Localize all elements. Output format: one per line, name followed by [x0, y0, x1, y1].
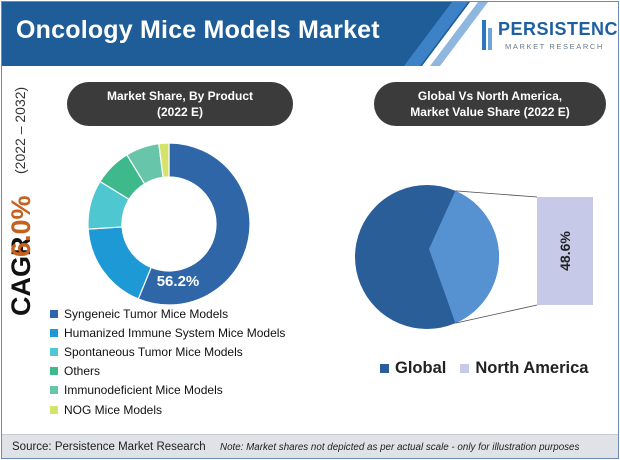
pie-legend-item: Global [380, 359, 446, 378]
legend-swatch [50, 405, 58, 414]
header-banner [2, 2, 488, 66]
left-chart-title: Market Share, By Product (2022 E) [67, 82, 293, 126]
legend-label: Humanized Immune System Mice Models [64, 325, 286, 340]
legend-swatch [50, 347, 58, 356]
pie-legend-label: Global [395, 359, 447, 377]
page-title: Oncology Mice Models Market [16, 16, 380, 44]
header-accent-stripe [404, 2, 468, 66]
legend-swatch [50, 328, 58, 337]
header-accent-stripe-2 [430, 2, 488, 66]
donut-legend: Syngeneic Tumor Mice Models Humanized Imm… [50, 304, 285, 419]
left-chart-title-line2: (2022 E) [156, 105, 204, 119]
right-chart-title-line2: Market Value Share (2022 E) [410, 105, 570, 119]
legend-label: Others [64, 364, 101, 379]
legend-item: Immunodeficient Mice Models [50, 381, 285, 400]
callout-label: 48.6% [557, 231, 573, 271]
legend-swatch [50, 367, 58, 376]
legend-label: Spontaneous Tumor Mice Models [64, 344, 243, 359]
header-blue-shape [2, 2, 470, 66]
left-chart-title-line1: Market Share, By Product [106, 89, 254, 103]
legend-item: Humanized Immune System Mice Models [50, 323, 285, 342]
right-chart-title-line1: Global Vs North America, [417, 89, 563, 103]
logo-wordmark: PERSISTENCE [498, 19, 619, 39]
legend-swatch [50, 386, 58, 395]
footer: Source: Persistence Market Research Note… [2, 434, 618, 458]
pie-legend-item: North America [460, 359, 588, 378]
donut-slice [158, 142, 170, 179]
right-chart-title: Global Vs North America, Market Value Sh… [374, 82, 606, 126]
legend-item: Others [50, 362, 285, 381]
donut-data-label: 56.2% [157, 273, 200, 290]
legend-label: Syngeneic Tumor Mice Models [64, 306, 229, 321]
note-text: Note: Market shares not depicted as per … [220, 442, 580, 453]
pie-legend: Global North America [380, 359, 602, 378]
legend-label: Immunodeficient Mice Models [64, 383, 223, 398]
logo-mark-icon [482, 20, 492, 50]
legend-label: NOG Mice Models [64, 402, 163, 417]
callout-box [537, 197, 593, 305]
callout-line-bottom [455, 304, 538, 324]
callout-line-top [455, 190, 538, 198]
donut-slice [137, 142, 251, 306]
legend-item: Spontaneous Tumor Mice Models [50, 342, 285, 361]
legend-item: NOG Mice Models [50, 400, 285, 419]
source-text: Source: Persistence Market Research [12, 441, 206, 453]
pie-legend-label: North America [475, 359, 589, 377]
pie-legend-swatch [380, 364, 389, 373]
pie-slice-north-america [429, 190, 499, 324]
logo-subtitle: MARKET RESEARCH [505, 42, 604, 51]
legend-item: Syngeneic Tumor Mice Models [50, 304, 285, 323]
legend-swatch [50, 309, 58, 318]
pie-legend-swatch [460, 364, 470, 373]
